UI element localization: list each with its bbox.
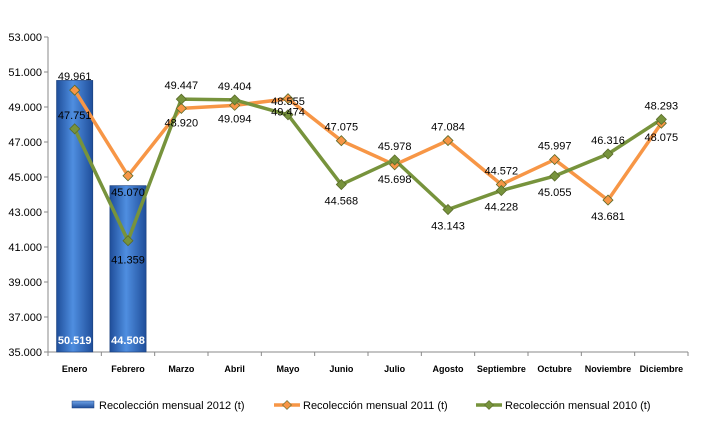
data-label: 45.997 (538, 141, 572, 153)
data-label: 46.316 (591, 135, 625, 147)
y-tick-label: 53.000 (8, 32, 42, 44)
marker-point (602, 194, 614, 206)
x-tick-label: Febrero (111, 364, 145, 374)
marker-point (282, 109, 294, 121)
data-label: 43.681 (591, 211, 625, 223)
marker-point (229, 94, 241, 106)
marker-point (122, 235, 134, 247)
marker-point (175, 93, 187, 105)
marker-point (655, 113, 667, 125)
marker-point (69, 123, 81, 135)
legend-label: Recolección mensual 2011 (t) (303, 400, 448, 412)
marker-point (442, 134, 454, 147)
series-line (73, 97, 663, 243)
marker-point (549, 170, 561, 182)
legend: Recolección mensual 2012 (t) Recolección … (71, 400, 651, 412)
marker-point (122, 170, 134, 182)
data-label: 47.084 (431, 122, 465, 134)
y-tick-label: 45.000 (8, 172, 42, 184)
legend-swatch (71, 400, 95, 409)
data-label: 45.978 (378, 141, 412, 153)
x-tick-label: Enero (62, 364, 88, 374)
marker-point (335, 178, 347, 191)
legend-label: Recolección mensual 2010 (t) (505, 400, 651, 412)
x-tick-label: Diciembre (640, 364, 684, 374)
legend-marker (484, 400, 494, 410)
data-labels: 50.519 44.508 49.961 45.070 48.920 49.094 49.4… (58, 71, 678, 347)
x-tick-label: Septiembre (477, 364, 526, 374)
bar-value-label: 44.508 (111, 335, 145, 347)
data-label: 48.920 (165, 117, 199, 129)
data-label: 47.075 (325, 122, 359, 134)
x-tick-label: Junio (329, 364, 354, 374)
data-label: 47.751 (58, 110, 92, 122)
data-label: 49.404 (218, 81, 252, 93)
bar-value-label: 50.519 (58, 335, 92, 347)
data-label: 43.143 (431, 220, 465, 232)
legend-marker (282, 400, 292, 410)
marker-point (602, 148, 614, 160)
marker-point (335, 135, 347, 147)
y-tick-label: 51.000 (8, 67, 42, 79)
data-label: 49.447 (165, 80, 199, 92)
legend-label: Recolección mensual 2012 (t) (99, 400, 245, 412)
x-tick-label: Julio (384, 364, 406, 374)
data-label: 48.293 (645, 100, 679, 112)
line-series (69, 84, 667, 247)
y-tick-label: 35.000 (8, 347, 42, 359)
marker-point (69, 84, 81, 96)
data-label: 49.094 (218, 113, 252, 125)
x-tick-label: Abril (224, 364, 245, 374)
y-tick-label: 49.000 (8, 102, 42, 114)
data-label: 48.075 (645, 132, 679, 144)
data-label: 45.055 (538, 187, 572, 199)
x-tick-label: Noviembre (585, 364, 632, 374)
x-tick-label: Agosto (433, 364, 464, 374)
marker-point (389, 154, 401, 166)
axes: 35.000 37.000 39.000 41.000 43.000 45.000 47.0… (8, 32, 689, 374)
marker-point (495, 184, 507, 197)
data-label: 41.359 (111, 255, 145, 267)
marker-point (442, 203, 454, 216)
x-tick-label: Mayo (276, 364, 300, 374)
data-label: 44.572 (485, 165, 519, 177)
x-tick-label: Octubre (537, 364, 572, 374)
y-tick-label: 47.000 (8, 137, 42, 149)
marker-point (282, 93, 294, 105)
data-label: 49.474 (271, 107, 305, 119)
data-label: 49.961 (58, 71, 92, 83)
data-label: 44.228 (485, 202, 519, 214)
y-tick-label: 37.000 (8, 312, 42, 324)
y-tick-label: 39.000 (8, 277, 42, 289)
data-label: 45.070 (111, 187, 145, 199)
marker-point (175, 102, 187, 114)
data-label: 45.698 (378, 174, 412, 186)
marker-point (549, 153, 561, 166)
y-tick-label: 43.000 (8, 207, 42, 219)
y-tick-label: 41.000 (8, 242, 42, 254)
x-tick-label: Marzo (168, 364, 195, 374)
data-label: 48.555 (271, 96, 305, 108)
data-label: 44.568 (325, 196, 359, 208)
